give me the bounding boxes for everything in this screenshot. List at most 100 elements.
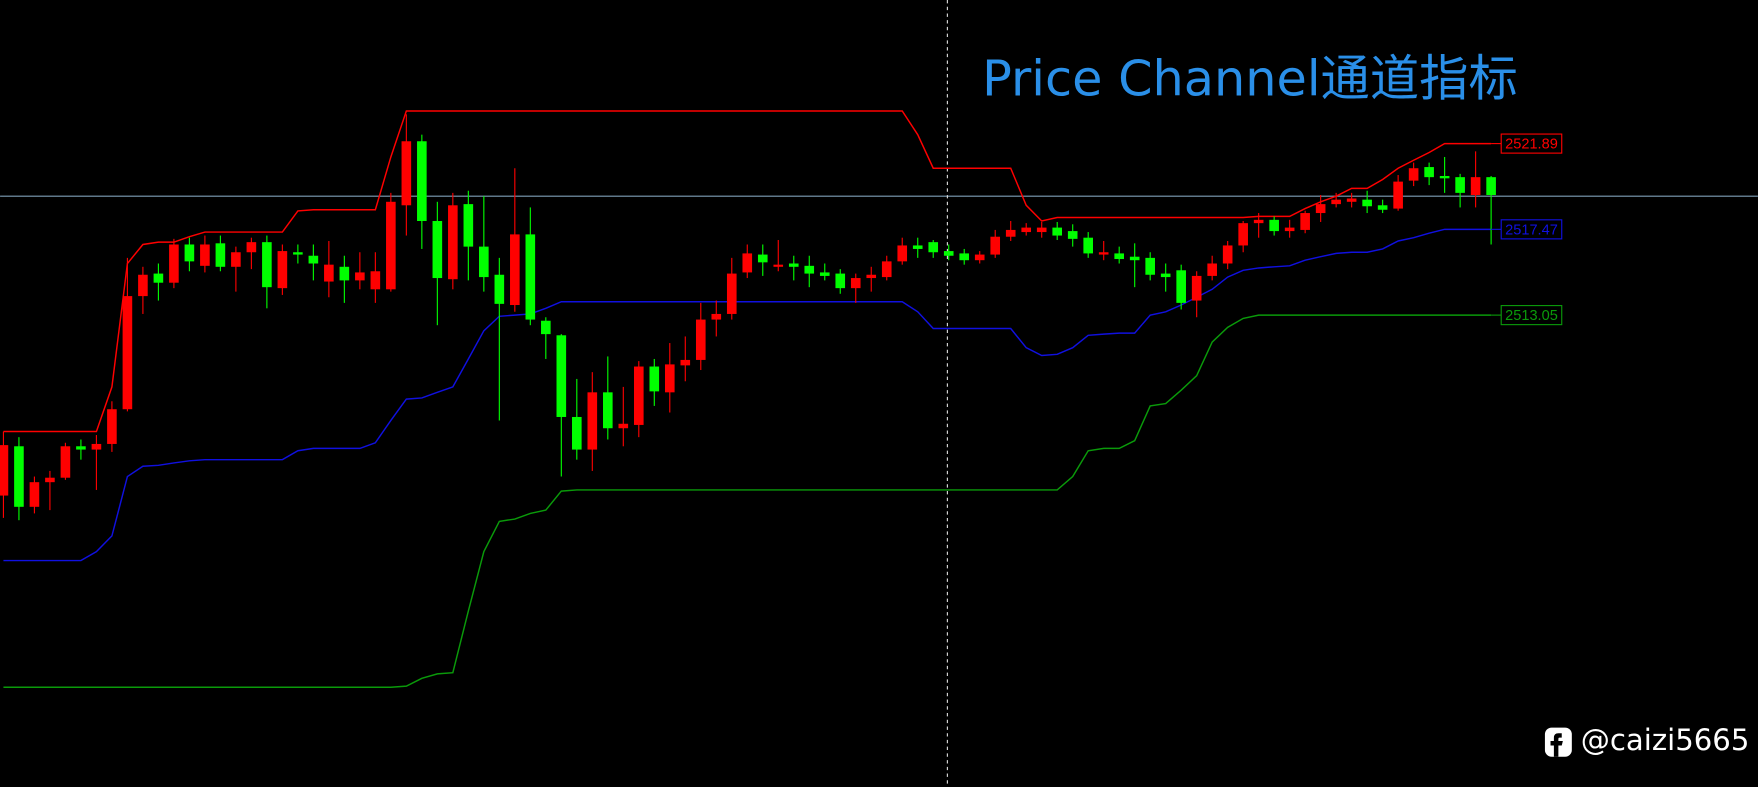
candle-body: [45, 477, 55, 483]
candle-body: [664, 364, 675, 393]
candle-body: [215, 243, 226, 267]
candle-body: [541, 320, 551, 335]
candle-body: [1083, 237, 1094, 254]
channel-line: [3, 110, 1492, 433]
price-label: 2521.89: [1505, 137, 1558, 153]
candle-body: [262, 242, 272, 288]
candle-body: [417, 141, 427, 222]
candle-body: [897, 245, 908, 262]
candle-body: [757, 254, 768, 263]
candle-body: [153, 273, 164, 283]
candle-body: [231, 252, 241, 267]
candle-body: [1238, 223, 1248, 246]
watermark: @caizi5665: [1581, 723, 1750, 757]
candle-body: [1362, 199, 1372, 207]
candle-body: [1486, 177, 1496, 196]
price-label-box: [1500, 219, 1563, 240]
candle-body: [91, 443, 102, 450]
candle-body: [386, 201, 396, 290]
candle-body: [959, 253, 970, 261]
candle-body: [726, 273, 737, 314]
candle-body: [308, 255, 319, 264]
candle-body: [695, 319, 706, 360]
candle-body: [587, 392, 598, 450]
candle-body: [184, 244, 195, 262]
candle-body: [339, 266, 350, 281]
candle-body: [432, 221, 443, 279]
candle-body: [1284, 227, 1295, 232]
candle-body: [246, 242, 257, 253]
candle-body: [510, 234, 520, 306]
candle-body: [1331, 199, 1341, 205]
candle-body: [1036, 227, 1047, 233]
candle-body: [1253, 219, 1264, 224]
candle-body: [912, 245, 923, 249]
candle-body: [1021, 227, 1032, 233]
candle-body: [355, 272, 365, 281]
candle-body: [479, 246, 489, 278]
candle-body: [494, 274, 505, 304]
candle-body: [602, 392, 613, 429]
candle-body: [819, 272, 830, 276]
candle-body: [804, 265, 815, 274]
candle-body: [1207, 263, 1217, 276]
candle-body: [1176, 270, 1186, 303]
candle-body: [1377, 205, 1388, 210]
candle-body: [1145, 257, 1155, 275]
candle-body: [1129, 256, 1140, 261]
candle-body: [850, 278, 861, 289]
candle-body: [169, 244, 179, 283]
candle-body: [76, 446, 86, 450]
price-label-box: [1500, 133, 1563, 154]
candle-body: [0, 445, 9, 496]
icon-glyph: [1550, 733, 1563, 757]
candle-body: [1408, 168, 1419, 181]
candle-body: [990, 236, 1001, 255]
candle-body: [680, 359, 691, 366]
candle-body: [881, 261, 892, 278]
candle-body: [943, 251, 954, 256]
price-label: 2513.05: [1505, 308, 1558, 324]
channel-line: [3, 314, 1492, 688]
candle-body: [618, 423, 629, 429]
candle-body: [1470, 177, 1481, 196]
candle-body: [1300, 213, 1310, 230]
candle-body: [1393, 181, 1403, 209]
candle-body: [463, 204, 474, 247]
candle-body: [633, 366, 644, 425]
candle-body: [649, 366, 660, 392]
candle-body: [138, 274, 148, 297]
candle-body: [556, 335, 567, 417]
candle-body: [1005, 229, 1016, 237]
candle-body: [1222, 245, 1233, 264]
candle-body: [1098, 252, 1109, 255]
chart-title: Price Channel通道指标: [982, 49, 1518, 107]
candle-body: [1455, 177, 1465, 193]
candle-body: [14, 446, 24, 507]
candle-body: [1346, 198, 1357, 202]
candle-body: [277, 251, 288, 289]
candle-body: [866, 274, 877, 279]
watermark-icon: [1544, 727, 1572, 757]
candle-body: [1067, 231, 1078, 239]
candle-body: [572, 416, 582, 450]
candle-body: [1052, 227, 1063, 236]
candle-body: [835, 273, 846, 289]
candle-body: [711, 313, 722, 320]
plot-area: 2521.89 2517.47 2513.05: [0, 110, 1563, 688]
candle-body: [1315, 204, 1326, 214]
candle-body: [1114, 253, 1124, 260]
candle-body: [1269, 219, 1279, 232]
candle-body: [525, 234, 536, 320]
candle-body: [974, 254, 985, 261]
candle-body: [370, 271, 381, 290]
candle-body: [1191, 275, 1202, 301]
candle-body: [928, 242, 939, 253]
candle-body: [60, 446, 71, 478]
candle-body: [29, 482, 40, 507]
candle-body: [122, 296, 133, 410]
